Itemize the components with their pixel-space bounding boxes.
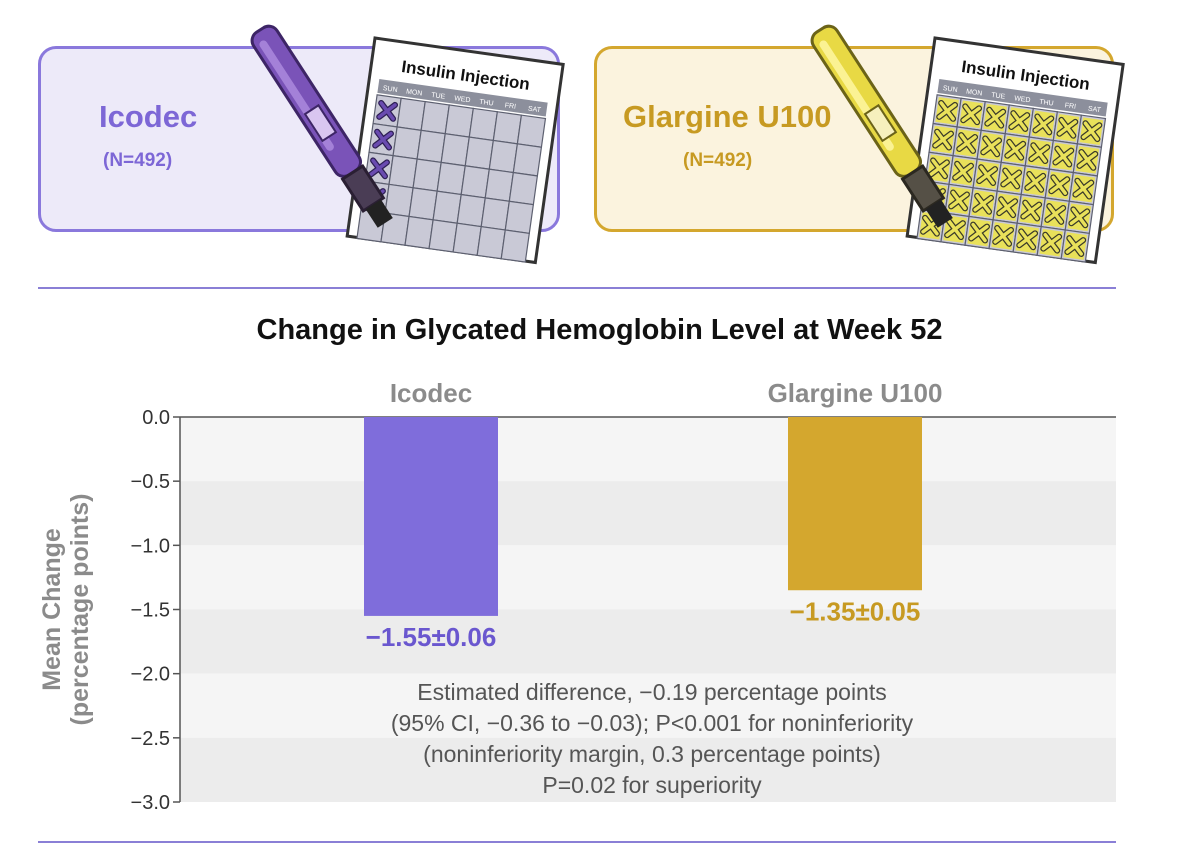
- bar-glargine: [788, 417, 922, 591]
- y-tick-label: −1.5: [131, 600, 170, 622]
- injection-mark-icon: [992, 225, 1015, 247]
- annotation-line: (noninferiority margin, 0.3 percentage p…: [423, 741, 881, 767]
- injection-mark-icon: [1040, 231, 1063, 254]
- y-tick-label: −2.5: [131, 728, 170, 750]
- calendar-day-label: WED: [454, 95, 471, 104]
- injection-mark-icon: [956, 132, 979, 154]
- injection-mark-icon: [944, 218, 966, 241]
- glargine-injection-illustration: Insulin Injection SUN MON TUE WED THU FRI SAT: [810, 24, 1125, 265]
- bottom-divider: [38, 841, 1116, 843]
- injection-mark-icon: [1044, 203, 1067, 225]
- section-divider: [38, 287, 1116, 289]
- calendar-day-label: SUN: [942, 85, 958, 94]
- bar-icodec: [364, 417, 498, 616]
- injection-mark-icon: [1008, 110, 1031, 132]
- insulin-pen-icon: [810, 24, 953, 228]
- calendar-day-label: THU: [1039, 99, 1054, 108]
- insulin-pen-icon: [250, 24, 393, 228]
- category-label: Glargine U100: [768, 378, 943, 408]
- calendar-day-label: TUE: [991, 92, 1006, 101]
- y-tick-label: −0.5: [131, 471, 170, 493]
- injection-mark-icon: [372, 128, 394, 151]
- injection-mark-icon: [936, 99, 959, 122]
- calendar-day-label: MON: [966, 88, 983, 97]
- injection-mark-icon: [1068, 206, 1091, 229]
- bar-value-label: −1.55±0.06: [366, 622, 497, 652]
- calendar-day-label: SUN: [382, 85, 398, 94]
- injection-mark-icon: [1020, 199, 1043, 222]
- y-axis-label: Mean Change(percentage points): [38, 494, 94, 726]
- calendar-day-label: MON: [406, 88, 423, 97]
- injection-mark-icon: [928, 157, 950, 180]
- y-tick-label: −1.0: [131, 535, 170, 557]
- calendar-day-label: TUE: [431, 92, 446, 101]
- category-label: Icodec: [390, 378, 472, 408]
- injection-mark-icon: [1000, 167, 1023, 190]
- injection-mark-icon: [1080, 120, 1103, 143]
- annotation-line: Estimated difference, −0.19 percentage p…: [417, 679, 886, 705]
- injection-mark-icon: [1048, 174, 1071, 197]
- injection-mark-icon: [1024, 170, 1047, 193]
- injection-mark-icon: [984, 106, 1007, 129]
- chart-title: Change in Glycated Hemoglobin Level at W…: [256, 314, 943, 346]
- injection-mark-icon: [1056, 116, 1079, 139]
- injection-mark-icon: [1016, 228, 1039, 251]
- injection-mark-icon: [948, 189, 970, 212]
- y-tick-label: −2.0: [131, 664, 170, 686]
- injection-mark-icon: [1004, 138, 1027, 161]
- calendar-day-label: FRI: [1064, 102, 1076, 111]
- injection-mark-icon: [976, 164, 999, 186]
- injection-mark-icon: [996, 196, 1019, 219]
- y-tick-label: −3.0: [131, 792, 170, 814]
- insulin-calendar-card: Insulin Injection SUN MON TUE WED THU FRI SAT: [905, 36, 1125, 265]
- glargine-arm-n: (N=492): [683, 150, 753, 171]
- calendar-day-label: FRI: [504, 102, 516, 111]
- injection-mark-icon: [980, 135, 1003, 158]
- y-tick-label: 0.0: [142, 407, 170, 429]
- injection-mark-icon: [952, 160, 974, 183]
- insulin-calendar-card: Insulin Injection SUN MON TUE WED THU FRI SAT: [345, 36, 565, 265]
- calendar-day-label: WED: [1014, 95, 1031, 104]
- injection-mark-icon: [932, 128, 954, 151]
- glargine-arm-name: Glargine U100: [623, 99, 832, 134]
- injection-mark-icon: [1064, 235, 1087, 257]
- injection-mark-icon: [1028, 142, 1051, 165]
- injection-mark-icon: [1032, 113, 1055, 136]
- icodec-injection-illustration: Insulin Injection SUN MON TUE WED THU FRI SAT: [250, 24, 565, 265]
- injection-mark-icon: [1052, 145, 1075, 168]
- annotation-line: (95% CI, −0.36 to −0.03); P<0.001 for no…: [391, 710, 914, 736]
- injection-mark-icon: [376, 99, 399, 122]
- calendar-day-label: SAT: [1087, 106, 1102, 115]
- injection-mark-icon: [1076, 148, 1099, 171]
- bar-value-label: −1.35±0.05: [790, 596, 921, 626]
- injection-mark-icon: [972, 192, 995, 215]
- icodec-arm-n: (N=492): [103, 150, 173, 171]
- injection-mark-icon: [368, 157, 390, 180]
- calendar-day-label: SAT: [527, 106, 542, 115]
- injection-mark-icon: [1072, 177, 1095, 200]
- injection-mark-icon: [960, 103, 983, 126]
- annotation-line: P=0.02 for superiority: [542, 772, 762, 798]
- injection-mark-icon: [968, 221, 990, 244]
- icodec-arm-name: Icodec: [99, 99, 198, 134]
- calendar-day-label: THU: [479, 99, 494, 108]
- hba1c-bar-chart: 0.0 −0.5 −1.0 −1.5 −2.0 −2.5 −3.0 Mean Change(p…: [38, 378, 1116, 814]
